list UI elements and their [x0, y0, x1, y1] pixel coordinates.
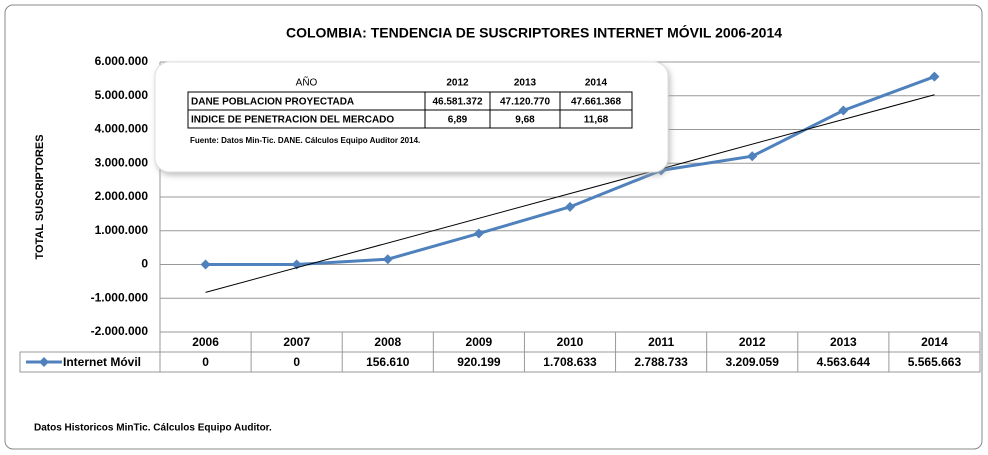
x-tick-label: 2012 — [739, 335, 766, 349]
y-tick-label: 1.000.000 — [95, 223, 149, 237]
table-value: 3.209.059 — [726, 355, 780, 369]
table-value: 4.563.644 — [817, 355, 871, 369]
inset-header: AÑO — [296, 76, 318, 89]
data-point — [747, 151, 758, 162]
x-tick-label: 2013 — [830, 335, 857, 349]
inset-cell: 11,68 — [584, 115, 609, 126]
inset-row — [187, 109, 633, 129]
data-point — [382, 254, 393, 265]
x-tick-label: 2011 — [648, 335, 674, 349]
table-value: 5.565.663 — [908, 355, 962, 369]
y-tick-label: 4.000.000 — [95, 122, 149, 136]
data-point — [565, 201, 575, 212]
trendline — [205, 94, 935, 293]
inset-cell: 47.661.368 — [571, 97, 621, 108]
inset-cell: INDICE DE PENETRACION DEL MERCADO — [191, 115, 394, 126]
x-tick-label: 2009 — [466, 335, 493, 349]
inset-cell: 9,68 — [515, 115, 535, 126]
table-value: 0 — [293, 355, 300, 369]
x-tick-label: 2010 — [557, 335, 584, 349]
y-tick-label: 5.000.000 — [95, 88, 149, 102]
chart-title: COLOMBIA: TENDENCIA DE SUSCRIPTORES INTE… — [286, 24, 782, 41]
y-tick-label: 2.000.000 — [95, 189, 149, 203]
x-tick-label: 2014 — [921, 335, 948, 349]
inset-cell: 46.581.372 — [432, 97, 482, 108]
inset-cell: 6,89 — [448, 115, 468, 126]
y-tick-label: -2.000.000 — [91, 324, 149, 338]
y-tick-label: 3.000.000 — [95, 155, 149, 169]
y-axis-label: TOTAL SUSCRIPTORES — [34, 134, 46, 259]
x-tick-label: 2008 — [374, 335, 401, 349]
data-point — [838, 105, 849, 116]
data-point — [929, 71, 940, 82]
inset-header: 2013 — [514, 78, 537, 89]
data-point — [473, 228, 484, 239]
x-tick-label: 2006 — [192, 335, 219, 349]
inset-source: Fuente: Datos Min-Tic. DANE. Cálculos Eq… — [190, 136, 420, 145]
inset-box — [154, 61, 669, 173]
inset-header: 2012 — [446, 78, 469, 89]
table-value: 0 — [202, 355, 209, 369]
y-tick-label: 6.000.000 — [95, 54, 149, 68]
table-value: 920.199 — [457, 355, 501, 369]
table-value: 1.708.633 — [543, 355, 597, 369]
footer: Datos Historicos MinTic. Cálculos Equipo… — [34, 423, 272, 434]
inset-header: 2014 — [585, 78, 608, 89]
y-tick-label: -1.000.000 — [91, 290, 149, 304]
data-point — [200, 259, 211, 270]
inset-cell: 47.120.770 — [500, 97, 550, 108]
y-tick-label: 0 — [141, 257, 148, 271]
legend-marker — [39, 357, 49, 367]
x-tick-label: 2007 — [283, 335, 310, 349]
legend-label: Internet Móvil — [63, 355, 141, 369]
inset-cell: DANE POBLACION PROYECTADA — [191, 97, 354, 108]
table-value: 2.788.733 — [634, 355, 688, 369]
table-value: 156.610 — [366, 355, 410, 369]
